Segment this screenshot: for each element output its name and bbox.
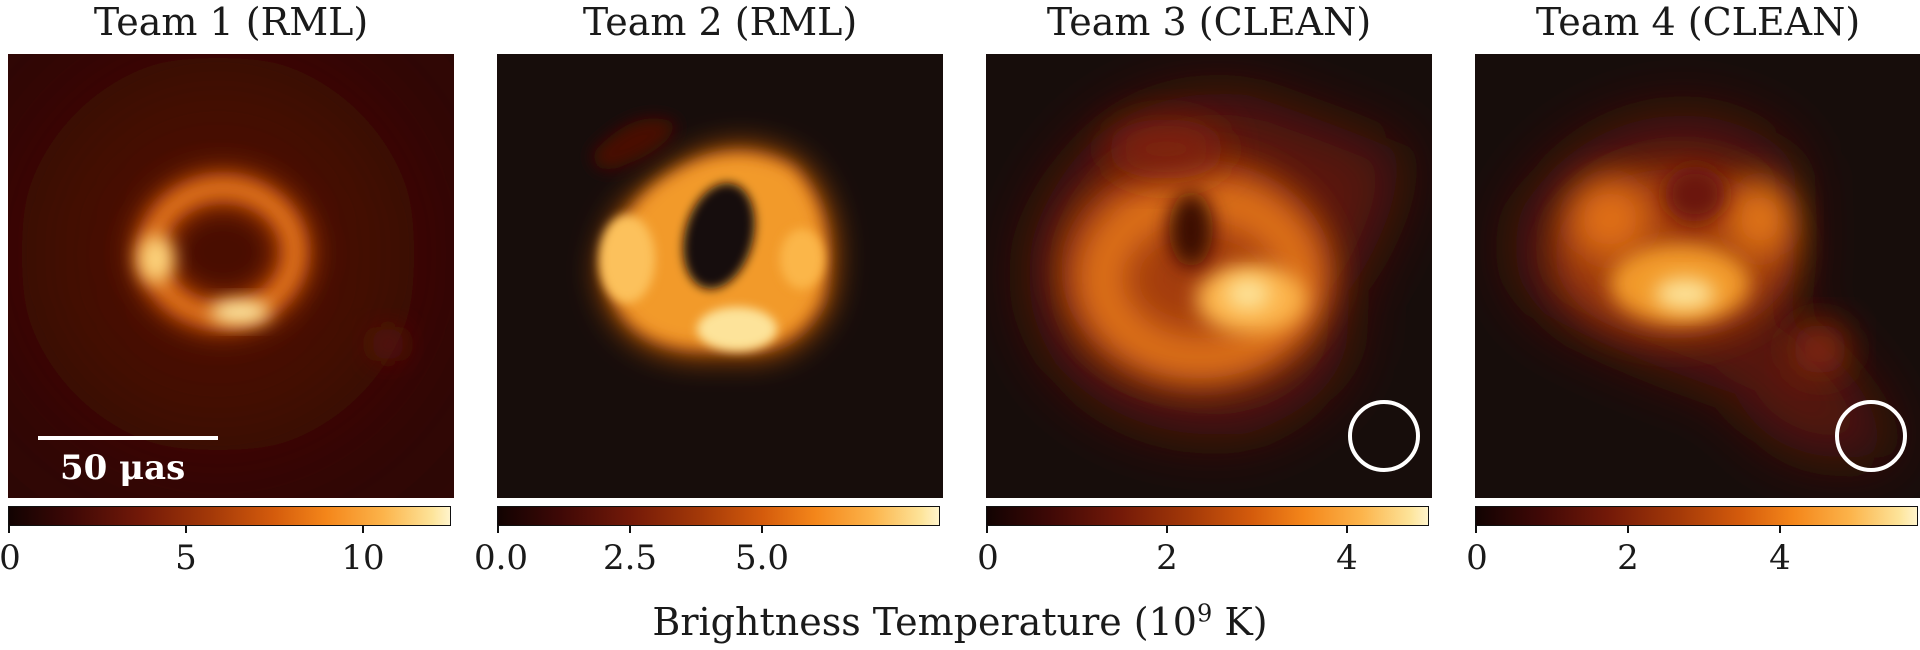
black-hole-image-team-1: 50 μas	[8, 54, 454, 498]
tick-label: 4	[1769, 538, 1791, 578]
x-axis-label-exponent: 9	[1196, 599, 1213, 628]
colorbar-ticks: 0.0 2.5 5.0	[474, 526, 943, 586]
panel-title: Team 4 (CLEAN)	[1535, 0, 1861, 44]
black-hole-image-team-4	[1475, 54, 1920, 498]
colorbar	[8, 506, 451, 526]
panel-team-1: Team 1 (RML) 50 μas	[0, 0, 454, 590]
tick-label: 5	[175, 538, 197, 578]
tick-label: 2	[1156, 538, 1178, 578]
colorbar	[1475, 506, 1918, 526]
colorbar	[497, 506, 940, 526]
x-axis-label: Brightness Temperature (109 K)	[0, 598, 1920, 646]
black-hole-image-team-2	[497, 54, 943, 498]
scale-bar	[38, 436, 218, 440]
panel-team-2: Team 2 (RML) 0.0	[474, 0, 943, 590]
tick-label: 5.0	[734, 538, 790, 578]
tick-label: 4	[1336, 538, 1358, 578]
x-axis-label-unit: K)	[1212, 600, 1268, 644]
colorbar-ticks: 0 2 4	[1466, 526, 1920, 586]
tick-label: 0	[0, 538, 21, 578]
tick-label: 10	[341, 538, 385, 578]
colorbar-ticks: 0 2 4	[977, 526, 1432, 586]
panel-title: Team 3 (CLEAN)	[1046, 0, 1372, 44]
black-hole-image-team-3	[986, 54, 1432, 498]
panel-team-4: Team 4 (CLEAN)	[1466, 0, 1920, 590]
colorbar	[986, 506, 1429, 526]
tick-label: 0.0	[473, 538, 529, 578]
tick-label: 0	[977, 538, 999, 578]
tick-label: 2.5	[602, 538, 658, 578]
panel-title: Team 1 (RML)	[93, 0, 369, 44]
x-axis-label-text: Brightness Temperature (10	[652, 600, 1197, 644]
panel-team-3: Team 3 (CLEAN)	[977, 0, 1432, 590]
colorbar-ticks: 0 5 10	[0, 526, 454, 586]
tick-label: 2	[1617, 538, 1639, 578]
tick-label: 0	[1466, 538, 1488, 578]
scale-bar-label: 50 μas	[60, 448, 186, 488]
panel-title: Team 2 (RML)	[582, 0, 858, 44]
